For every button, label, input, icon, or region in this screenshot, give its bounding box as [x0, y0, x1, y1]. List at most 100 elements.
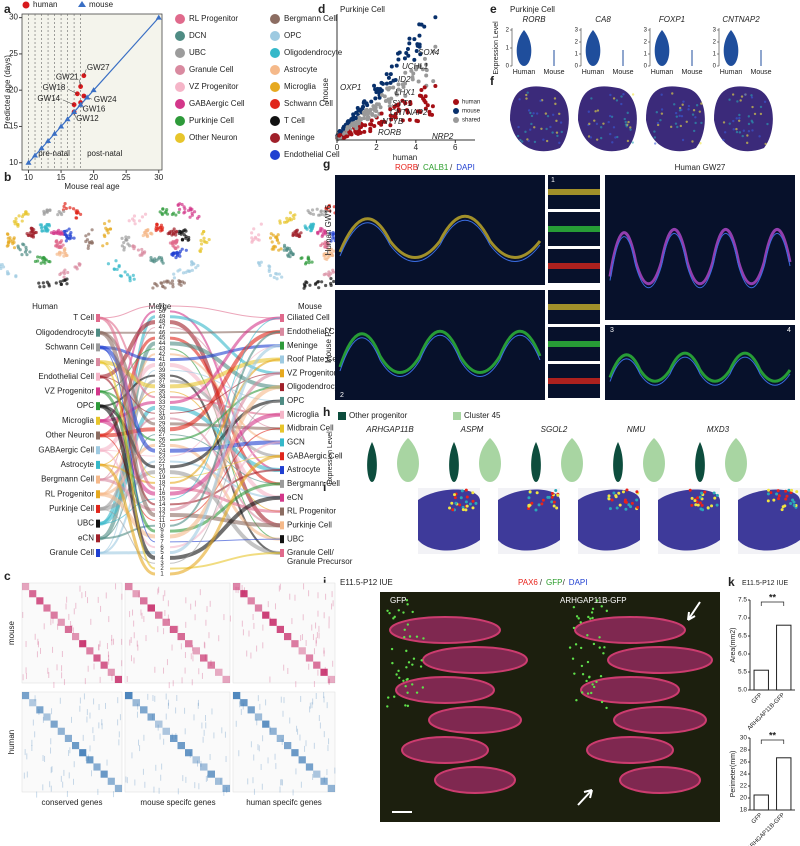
heatmap-noise: [184, 707, 186, 714]
point: [38, 145, 45, 151]
spot: [738, 131, 742, 134]
tissue: [714, 86, 773, 152]
tsne-dot: [160, 228, 164, 232]
heatmap-noise: [235, 720, 237, 727]
tsne-dot: [5, 272, 10, 276]
heatmap-noise: [300, 695, 302, 702]
heatmap-noise: [274, 603, 276, 610]
heatmap-noise: [22, 611, 24, 618]
spot: [750, 96, 754, 99]
sankey-left-label: Purkinje Cell: [49, 504, 94, 513]
scatter-dot: [388, 123, 393, 128]
tsne-dot: [57, 245, 61, 250]
tsne-dot: [175, 229, 179, 233]
cluster-number: 3: [160, 561, 164, 567]
tsne-dot: [316, 280, 321, 284]
gfp-cell: [415, 691, 419, 694]
scatter-dot: [358, 130, 363, 135]
sankey-left-label: Astrocyte: [61, 460, 95, 469]
spot: [587, 135, 591, 138]
row-label: Human GW16: [324, 204, 333, 255]
cluster-number: 21: [159, 464, 166, 470]
spot: [526, 91, 529, 94]
heatmap-noise: [133, 620, 135, 627]
heatmap-block: [222, 675, 230, 683]
tsne-dot: [314, 281, 318, 285]
heatmap-noise: [98, 644, 100, 651]
sankey-node: [280, 466, 284, 475]
tissue: [578, 86, 637, 152]
heatmap-noise: [295, 768, 297, 775]
heatmap-noise: [304, 745, 306, 752]
tsne-dot: [268, 236, 273, 240]
heatmap-noise: [164, 590, 166, 597]
point-label: GW24: [94, 95, 117, 104]
gfp-cell: [579, 621, 582, 624]
heatmap-block: [50, 720, 58, 728]
gfp-cell: [406, 691, 409, 694]
spot: [529, 111, 532, 115]
heatmap-noise: [201, 722, 203, 729]
heatmap-noise: [100, 605, 102, 612]
violin: [723, 30, 739, 66]
heatmap-noise: [85, 591, 87, 598]
panel-title: Purkinje Cell: [340, 5, 385, 14]
scatter-dot: [404, 51, 409, 56]
cluster-number: 18: [159, 480, 166, 486]
gene-label: OXP1: [340, 83, 361, 92]
spot: [671, 92, 674, 95]
spot: [454, 501, 458, 505]
heatmap-noise: [157, 588, 159, 595]
spot: [678, 106, 682, 110]
tsne-dot: [90, 241, 94, 245]
group-label: Human: [720, 69, 743, 76]
heatmap-noise: [259, 703, 261, 710]
heatmap-noise: [79, 705, 81, 712]
spot: [610, 115, 614, 118]
heatmap-noise: [184, 728, 186, 735]
heatmap-noise: [51, 766, 53, 773]
arrow: [687, 601, 701, 621]
spot: [715, 503, 719, 507]
tsne-dot: [36, 255, 40, 259]
scatter-dot: [391, 85, 396, 90]
tsne-dot: [160, 284, 165, 288]
spot: [551, 113, 555, 116]
spot: [759, 112, 763, 116]
tissue-fold: [609, 356, 791, 386]
heatmap-noise: [154, 666, 156, 673]
spot: [609, 93, 612, 97]
sankey-flow: [169, 358, 281, 484]
tsne-dot: [68, 233, 72, 237]
sankey-flow: [169, 552, 281, 570]
group-label: Human: [513, 69, 536, 76]
heatmap-noise: [168, 682, 170, 689]
heatmap-noise: [199, 589, 201, 596]
heatmap-noise: [261, 783, 263, 790]
tissue-fold: [338, 329, 542, 374]
legend-swatch: [175, 65, 185, 75]
heatmap-noise: [184, 652, 186, 659]
tsne-dot: [122, 240, 126, 245]
sankey-left-label: Oligodendrocyte: [36, 328, 95, 337]
heatmap-block: [29, 590, 37, 598]
scatter-dot: [431, 79, 436, 84]
sankey-right-label: Midbrain Cell: [287, 424, 334, 433]
spot: [537, 503, 541, 507]
spot: [622, 93, 625, 96]
heatmap-noise: [86, 716, 88, 723]
heatmap-noise: [26, 771, 28, 778]
annotation: post-natal: [87, 149, 122, 158]
sankey-left-label: UBC: [77, 519, 94, 528]
spot: [750, 119, 753, 123]
tsne-dot: [37, 281, 41, 285]
sankey-left-label: Meninge: [63, 357, 94, 366]
legend-swatch: [270, 65, 280, 75]
tsne-dot: [12, 236, 16, 240]
spot: [468, 502, 472, 506]
tsne-dot: [153, 257, 157, 261]
scatter-dot: [373, 87, 378, 92]
heatmap-noise: [69, 747, 71, 754]
gfp-cell: [406, 677, 409, 681]
heatmap-noise: [328, 678, 330, 685]
